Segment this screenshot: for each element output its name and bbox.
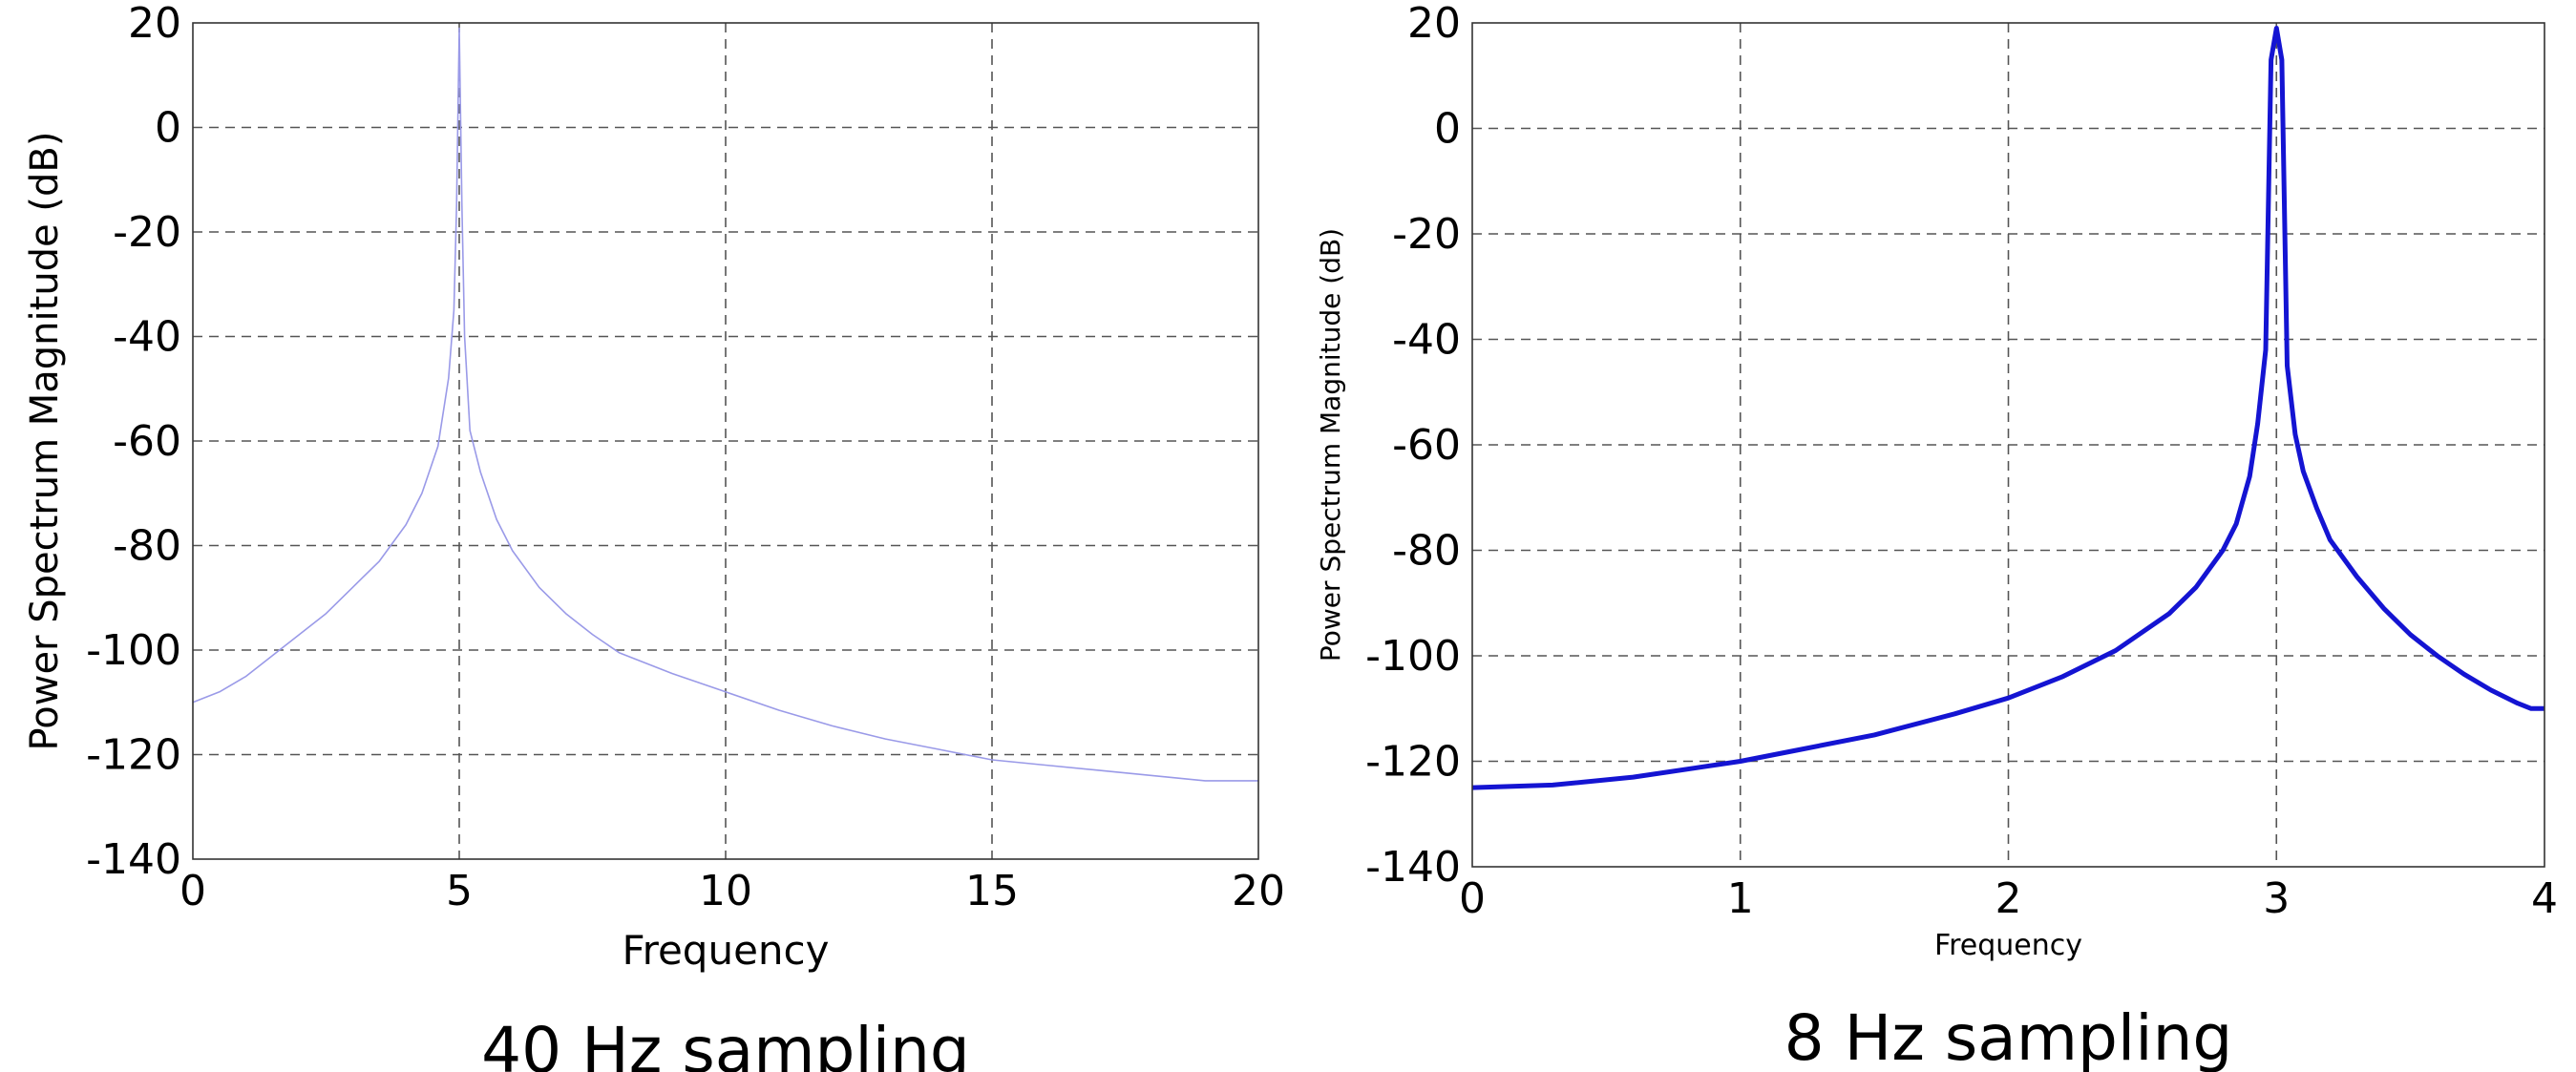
x-tick-label: 10: [699, 867, 752, 915]
x-tick-label: 0: [179, 867, 206, 915]
y-tick-label: -100: [1365, 632, 1461, 681]
plot-frame: [1471, 22, 2545, 868]
y-tick-label: 20: [128, 0, 181, 48]
series-line: [1471, 26, 2544, 790]
plot-frame: [192, 22, 1259, 860]
y-tick-label: -100: [86, 626, 181, 675]
y-tick-label: 20: [1407, 0, 1461, 48]
y-tick-label: 0: [155, 104, 181, 153]
x-tick-label: 0: [1459, 874, 1486, 923]
chart-40hz: 0 5 10 15 20 20 0 -20 -40 -60 -80 -100 -120 -140 Frequ…: [23, 0, 1285, 1072]
y-tick-label: -120: [86, 731, 181, 780]
series-line: [192, 27, 1258, 782]
x-tick-label: 20: [1232, 867, 1285, 915]
y-tick-label: -140: [1365, 843, 1461, 892]
y-tick-label: -80: [1392, 527, 1461, 576]
x-tick-label: 5: [446, 867, 473, 915]
chart-caption: 8 Hz sampling: [1784, 1001, 2233, 1072]
y-tick-label: -40: [1392, 316, 1461, 365]
chart-caption: 40 Hz sampling: [481, 1014, 970, 1072]
y-tick-label: -140: [86, 835, 181, 884]
y-tick-label: -20: [1392, 210, 1461, 259]
x-tick-label: 1: [1727, 874, 1754, 923]
x-axis-label: Frequency: [1934, 929, 2082, 962]
x-tick-label: 2: [1995, 874, 2022, 923]
y-tick-label: -40: [113, 313, 181, 362]
y-tick-label: -20: [113, 208, 181, 257]
chart-8hz: 0 1 2 3 4 20 0 -20 -40 -60 -80 -100 -120 -140 Frequenc…: [1315, 0, 2558, 1072]
y-tick-label: 0: [1434, 105, 1461, 154]
y-tick-label: -60: [113, 417, 181, 466]
y-axis-label: Power Spectrum Magnitude (dB): [23, 132, 67, 751]
y-tick-label: -80: [113, 522, 181, 571]
y-tick-label: -60: [1392, 421, 1461, 470]
y-axis-label: Power Spectrum Magnitude (dB): [1315, 228, 1346, 662]
x-axis-label: Frequency: [623, 927, 830, 974]
x-tick-label: 15: [965, 867, 1019, 915]
x-tick-label: 3: [2263, 874, 2290, 923]
y-tick-label: -120: [1365, 738, 1461, 787]
x-tick-label: 4: [2531, 874, 2558, 923]
